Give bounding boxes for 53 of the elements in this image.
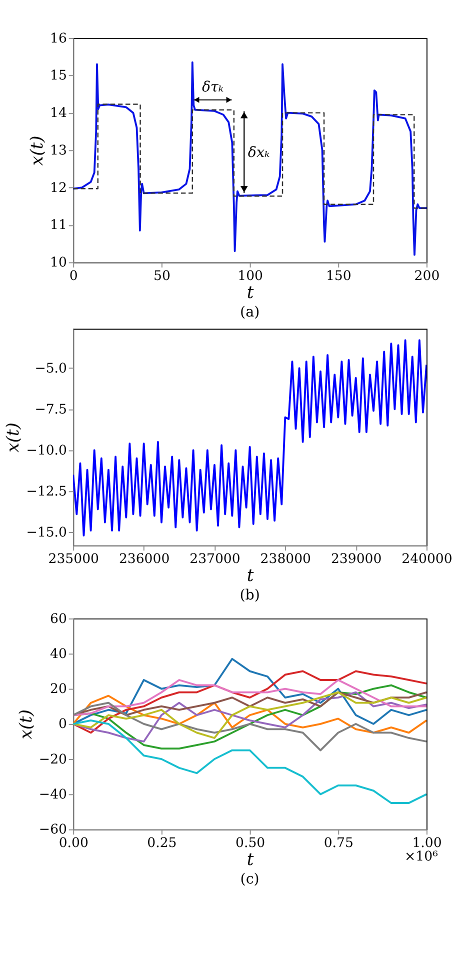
line-series — [73, 658, 427, 725]
x-tick-label: 0 — [69, 268, 78, 284]
y-tick-label: 14 — [50, 106, 67, 122]
text: (b) — [240, 587, 260, 604]
x-tick-label: 236000 — [118, 552, 170, 567]
y-tick-label: −12.5 — [26, 484, 67, 500]
line-series — [73, 339, 427, 536]
y-tick-label: 0 — [58, 717, 67, 732]
x-tick-label: 100 — [238, 268, 263, 284]
x-tick-label: 235000 — [48, 552, 99, 567]
y-tick-label: −15.0 — [26, 525, 67, 540]
y-tick-label: 20 — [50, 682, 67, 698]
y-tick-label: 15 — [50, 68, 67, 84]
x-tick-label: 237000 — [190, 552, 240, 567]
x-tick-label: 50 — [154, 268, 170, 284]
line-series — [73, 670, 427, 734]
x-axis-title: t — [246, 850, 254, 870]
annotation: δxₖ — [248, 144, 270, 161]
y-tick-label: 13 — [50, 143, 67, 158]
line-series — [73, 61, 427, 256]
y-tick-label: −20 — [38, 752, 67, 768]
y-tick-label: 16 — [50, 31, 67, 46]
x-tick-label: 1.00 — [412, 836, 442, 851]
x-tick-label: 239000 — [330, 552, 382, 567]
x-tick-label: 0.75 — [324, 836, 354, 851]
y-tick-label: −10.0 — [26, 443, 67, 458]
y-axis-title: x(t) — [16, 709, 36, 740]
x-tick-label: 200 — [414, 268, 440, 284]
x-axis-title: t — [246, 566, 254, 586]
y-tick-label: −60 — [38, 822, 67, 838]
y-tick-label: −5.0 — [34, 361, 67, 376]
y-axis-title: x(t) — [27, 136, 48, 166]
x-tick-label: 0.25 — [147, 836, 177, 851]
text: (c) — [240, 872, 260, 888]
x-tick-label: 150 — [326, 268, 352, 284]
y-tick-label: 60 — [50, 612, 67, 627]
x-tick-label: 240000 — [402, 552, 452, 567]
x-tick-label: 238000 — [260, 552, 311, 567]
x-tick-label: 0.00 — [58, 836, 88, 851]
y-tick-label: 12 — [50, 180, 67, 196]
line-series — [73, 679, 427, 716]
y-tick-label: 40 — [50, 646, 67, 662]
x-tick-label: 0.50 — [236, 836, 266, 851]
y-tick-label: −40 — [38, 787, 67, 802]
text: (a) — [240, 304, 260, 320]
text: ×10⁶ — [404, 850, 438, 865]
y-tick-label: 11 — [50, 218, 67, 234]
y-tick-label: 10 — [50, 256, 67, 271]
y-tick-label: −7.5 — [34, 402, 67, 418]
y-axis-title: x(t) — [4, 422, 24, 452]
annotation: δτₖ — [202, 79, 224, 96]
line-series — [73, 719, 427, 804]
x-axis-title: t — [246, 282, 254, 303]
